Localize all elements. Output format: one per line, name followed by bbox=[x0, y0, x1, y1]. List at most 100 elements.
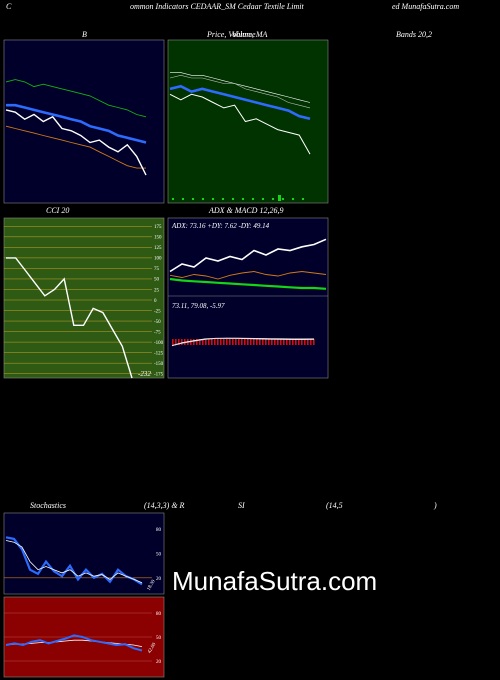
macd-hist-bar bbox=[283, 339, 285, 345]
macd-hist-bar bbox=[205, 339, 207, 345]
bb-price-line bbox=[5, 109, 147, 176]
cci-tick-label: 0 bbox=[154, 299, 157, 304]
bb-lower-line bbox=[5, 125, 146, 169]
watermark: MunafaSutra.com bbox=[172, 566, 378, 596]
bands-title-right: Bands 20,2 bbox=[396, 30, 432, 39]
macd-hist-bar bbox=[241, 339, 243, 345]
cci-chart: 175 150 125 100 75 50 25 0 -25 -50 -75 -100 -125 -150… bbox=[3, 217, 165, 379]
rsi-close: ) bbox=[434, 501, 437, 510]
price-chart bbox=[167, 39, 329, 204]
volume-bar bbox=[252, 198, 254, 200]
cci-tick-label: 25 bbox=[154, 288, 160, 293]
rsi-params: (14,5 bbox=[326, 501, 343, 510]
macd-hist-bar bbox=[244, 339, 246, 345]
price-line bbox=[169, 93, 311, 155]
bands-title-left: B bbox=[82, 30, 87, 39]
volume-bar bbox=[272, 198, 274, 200]
cci-tick-label: -50 bbox=[154, 320, 161, 325]
cci-tick-label: 75 bbox=[154, 267, 160, 272]
macd-hist-bar bbox=[268, 339, 270, 345]
macd-hist-bar bbox=[193, 339, 195, 345]
stoch-value-label: 18.30 bbox=[147, 579, 157, 592]
cci-tick-label: 150 bbox=[154, 236, 162, 241]
cci-tick-label: 175 bbox=[154, 225, 162, 230]
cci-tick-label: -100 bbox=[154, 341, 164, 346]
rsi-chart: 80 50 20 42.60 bbox=[3, 596, 165, 678]
price-title: Price, Volume, MA bbox=[207, 30, 268, 39]
volume-bar bbox=[232, 198, 234, 200]
macd-hist-bar bbox=[214, 339, 216, 345]
cci-tick-label: 125 bbox=[154, 246, 162, 251]
macd-hist-bar bbox=[250, 339, 252, 345]
stoch-tick-label: 80 bbox=[156, 528, 162, 533]
volume-bar bbox=[182, 198, 184, 200]
cci-line bbox=[6, 257, 133, 379]
macd-readout: 73.11, 79.08, -5.97 bbox=[172, 302, 225, 310]
cci-tick-label: -150 bbox=[154, 362, 164, 367]
ma-mid-line bbox=[169, 74, 311, 109]
macd-hist-bar bbox=[226, 339, 228, 345]
macd-hist-bar bbox=[271, 339, 273, 345]
macd-hist-bar bbox=[178, 339, 180, 345]
cci-tick-label: -175 bbox=[154, 372, 164, 377]
macd-signal-line bbox=[171, 337, 314, 347]
macd-hist-bar bbox=[304, 339, 306, 345]
macd-hist-bar bbox=[298, 339, 300, 345]
stoch-title: Stochastics bbox=[30, 501, 66, 510]
adx-title: ADX & MACD 12,26,9 bbox=[209, 206, 284, 215]
ma-short-line bbox=[169, 84, 311, 121]
macd-hist-bar bbox=[265, 339, 267, 345]
cci-title: CCI 20 bbox=[46, 206, 70, 215]
macd-hist-bar bbox=[295, 339, 297, 345]
adx-readout: ADX: 73.16 +DY: 7.62 -DY: 49.14 bbox=[171, 222, 270, 230]
plus-di-line bbox=[169, 277, 327, 290]
macd-hist-bar bbox=[262, 339, 264, 345]
macd-hist-bar bbox=[211, 339, 213, 345]
macd-hist-bar bbox=[220, 339, 222, 345]
rsi-tick-label: 20 bbox=[156, 660, 162, 665]
header-c: C bbox=[6, 2, 12, 11]
macd-hist-bar bbox=[181, 339, 183, 345]
cci-tick-label: -75 bbox=[154, 330, 161, 335]
macd-hist-bar bbox=[289, 339, 291, 345]
stoch-tick-label: 50 bbox=[156, 553, 162, 558]
macd-hist-bar bbox=[208, 339, 210, 345]
cci-tick-label: -125 bbox=[154, 351, 164, 356]
rsi-value-label: 42.60 bbox=[147, 642, 157, 655]
volume-bar bbox=[302, 198, 304, 200]
header-site: ed MunafaSutra.com bbox=[392, 2, 460, 11]
macd-hist-bar bbox=[223, 339, 225, 345]
header-title: ommon Indicators CEDAAR_SM Cedaar Textil… bbox=[130, 2, 304, 11]
macd-hist-bar bbox=[172, 339, 174, 345]
volume-bar bbox=[278, 195, 281, 201]
volume-bar bbox=[242, 198, 244, 200]
price-title-overlap: Volume bbox=[232, 30, 256, 39]
macd-hist-bar bbox=[274, 339, 276, 345]
macd-hist-bar bbox=[217, 339, 219, 345]
bb-upper-line bbox=[5, 79, 147, 118]
cci-last-label: -232 bbox=[138, 370, 151, 378]
rsi-line bbox=[5, 634, 143, 652]
macd-hist-bar bbox=[277, 339, 279, 345]
bb-middle-line bbox=[6, 103, 147, 144]
volume-bar bbox=[222, 198, 224, 200]
stoch-d-line bbox=[5, 540, 143, 584]
bollinger-chart bbox=[3, 39, 165, 204]
volume-bar bbox=[282, 198, 284, 200]
volume-bar bbox=[212, 198, 214, 200]
macd-hist-bar bbox=[256, 339, 258, 345]
macd-hist-bar bbox=[247, 339, 249, 345]
rsi-title: SI bbox=[238, 501, 245, 510]
stoch-params: (14,3,3) & R bbox=[144, 501, 185, 510]
macd-hist-bar bbox=[307, 339, 309, 345]
macd-hist-bar bbox=[202, 339, 204, 345]
cci-tick-label: 50 bbox=[154, 278, 160, 283]
adx-chart: ADX: 73.16 +DY: 7.62 -DY: 49.14 73.11, 7… bbox=[167, 217, 329, 379]
cci-tick-label: 100 bbox=[154, 257, 162, 262]
macd-hist-bar bbox=[199, 339, 201, 345]
adx-line bbox=[169, 238, 327, 273]
macd-line bbox=[171, 337, 315, 347]
macd-hist-bar bbox=[238, 339, 240, 345]
macd-hist-bar bbox=[253, 339, 255, 345]
stoch-chart: 80 50 20 18.30 bbox=[3, 512, 165, 595]
